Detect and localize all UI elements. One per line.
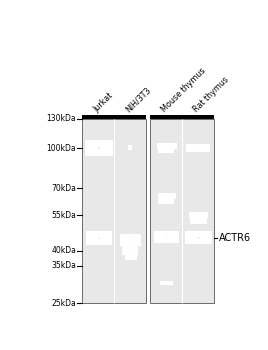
Text: 70kDa: 70kDa (51, 184, 76, 192)
Bar (182, 115, 214, 119)
Bar (114, 115, 146, 119)
Text: 25kDa: 25kDa (51, 299, 76, 308)
Bar (150, 119, 214, 303)
Text: Mouse thymus: Mouse thymus (160, 66, 208, 114)
Text: Rat thymus: Rat thymus (192, 75, 231, 114)
Text: 55kDa: 55kDa (51, 211, 76, 220)
Text: 35kDa: 35kDa (51, 261, 76, 270)
Text: 100kDa: 100kDa (46, 144, 76, 153)
Text: ACTR6: ACTR6 (219, 233, 251, 243)
Bar (82, 119, 146, 303)
Text: NIH/3T3: NIH/3T3 (124, 85, 152, 114)
Bar (82, 115, 114, 119)
Text: 130kDa: 130kDa (46, 114, 76, 123)
Text: Jurkat: Jurkat (92, 91, 115, 114)
Text: 40kDa: 40kDa (51, 246, 76, 255)
Bar (150, 115, 182, 119)
